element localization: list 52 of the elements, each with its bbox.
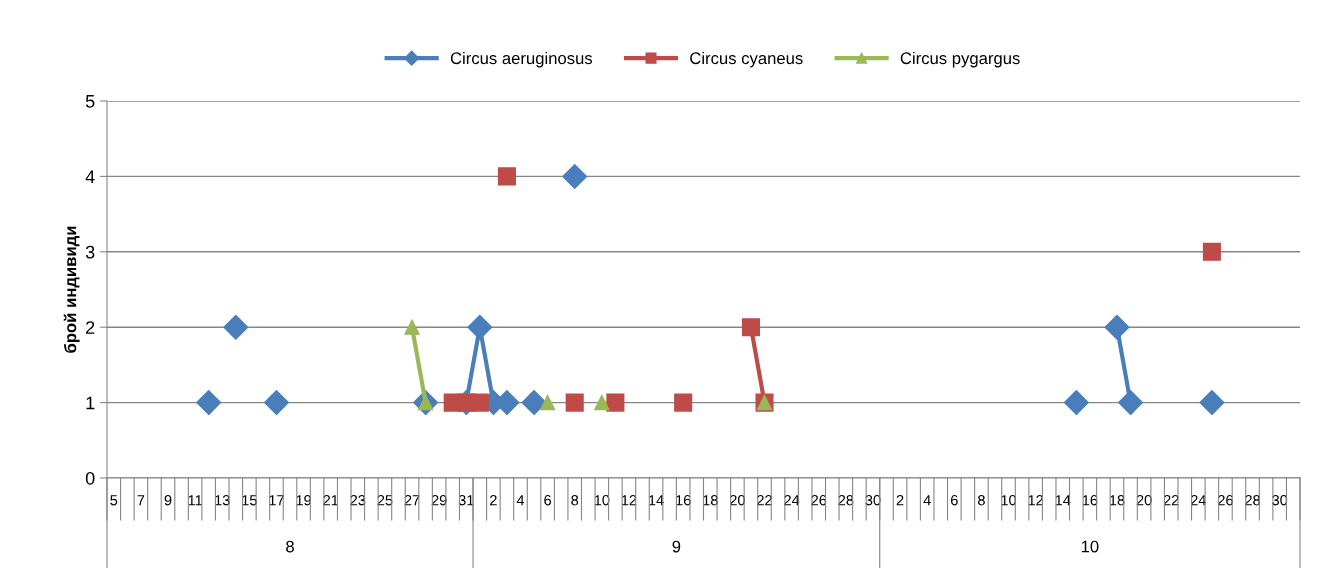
x-tick-label: 10	[594, 495, 610, 506]
x-tick-label: 4	[923, 495, 931, 506]
x-tick-label: 8	[571, 495, 579, 506]
x-tick-label: 5	[110, 495, 118, 506]
y-tick-label: 1	[86, 396, 95, 410]
x-tick-label: 4	[516, 495, 525, 506]
x-tick-label: 2	[490, 495, 497, 506]
x-tick-label: 15	[242, 495, 257, 506]
legend-label: Circus pygargus	[900, 51, 1020, 68]
x-tick-label: 13	[215, 495, 230, 506]
x-tick-label: 30	[865, 495, 881, 506]
x-tick-label: 25	[377, 495, 393, 506]
legend-label: Circus cyaneus	[690, 51, 803, 68]
x-tick-label: 28	[838, 495, 854, 506]
legend-label: Circus aeruginosus	[450, 51, 593, 68]
x-tick-label: 11	[188, 495, 202, 506]
x-tick-label: 2	[896, 495, 904, 506]
y-axis-title: брой индивиди	[63, 226, 80, 353]
y-tick-label: 3	[85, 245, 95, 259]
x-tick-label: 16	[676, 495, 691, 506]
x-tick-label: 12	[621, 495, 637, 506]
y-tick-label: 5	[85, 95, 95, 108]
x-tick-label: 16	[1082, 495, 1098, 506]
x-tick-label: 8	[977, 495, 985, 506]
x-tick-label: 20	[1136, 495, 1152, 506]
x-tick-label: 14	[649, 495, 664, 506]
x-tick-label: 20	[730, 495, 745, 506]
x-tick-label: 12	[1028, 495, 1044, 506]
x-tick-label: 18	[703, 495, 718, 506]
text: 10	[1081, 540, 1099, 553]
y-tick-label: 2	[86, 321, 95, 334]
x-tick-label: 23	[350, 495, 366, 506]
text: 9	[672, 540, 681, 553]
x-tick-label: 17	[269, 495, 284, 506]
x-tick-label: 6	[950, 495, 958, 506]
x-tick-label: 27	[404, 495, 420, 506]
x-tick-label: 28	[1245, 495, 1261, 506]
x-tick-label: 21	[323, 495, 339, 506]
y-tick-label: 4	[85, 170, 95, 183]
x-tick-label: 6	[544, 495, 552, 506]
x-tick-label: 7	[137, 495, 145, 506]
x-tick-label: 10	[1001, 495, 1017, 506]
x-tick-label: 29	[431, 495, 447, 506]
text: 8	[286, 540, 294, 553]
x-tick-label: 18	[1109, 495, 1125, 506]
x-tick-label: 24	[784, 495, 800, 506]
x-tick-label: 22	[757, 495, 772, 506]
x-tick-label: 26	[1218, 495, 1233, 506]
x-tick-label: 14	[1055, 495, 1071, 506]
x-tick-label: 19	[296, 495, 311, 506]
x-tick-label: 9	[164, 495, 172, 506]
y-tick-label: 0	[85, 471, 95, 485]
